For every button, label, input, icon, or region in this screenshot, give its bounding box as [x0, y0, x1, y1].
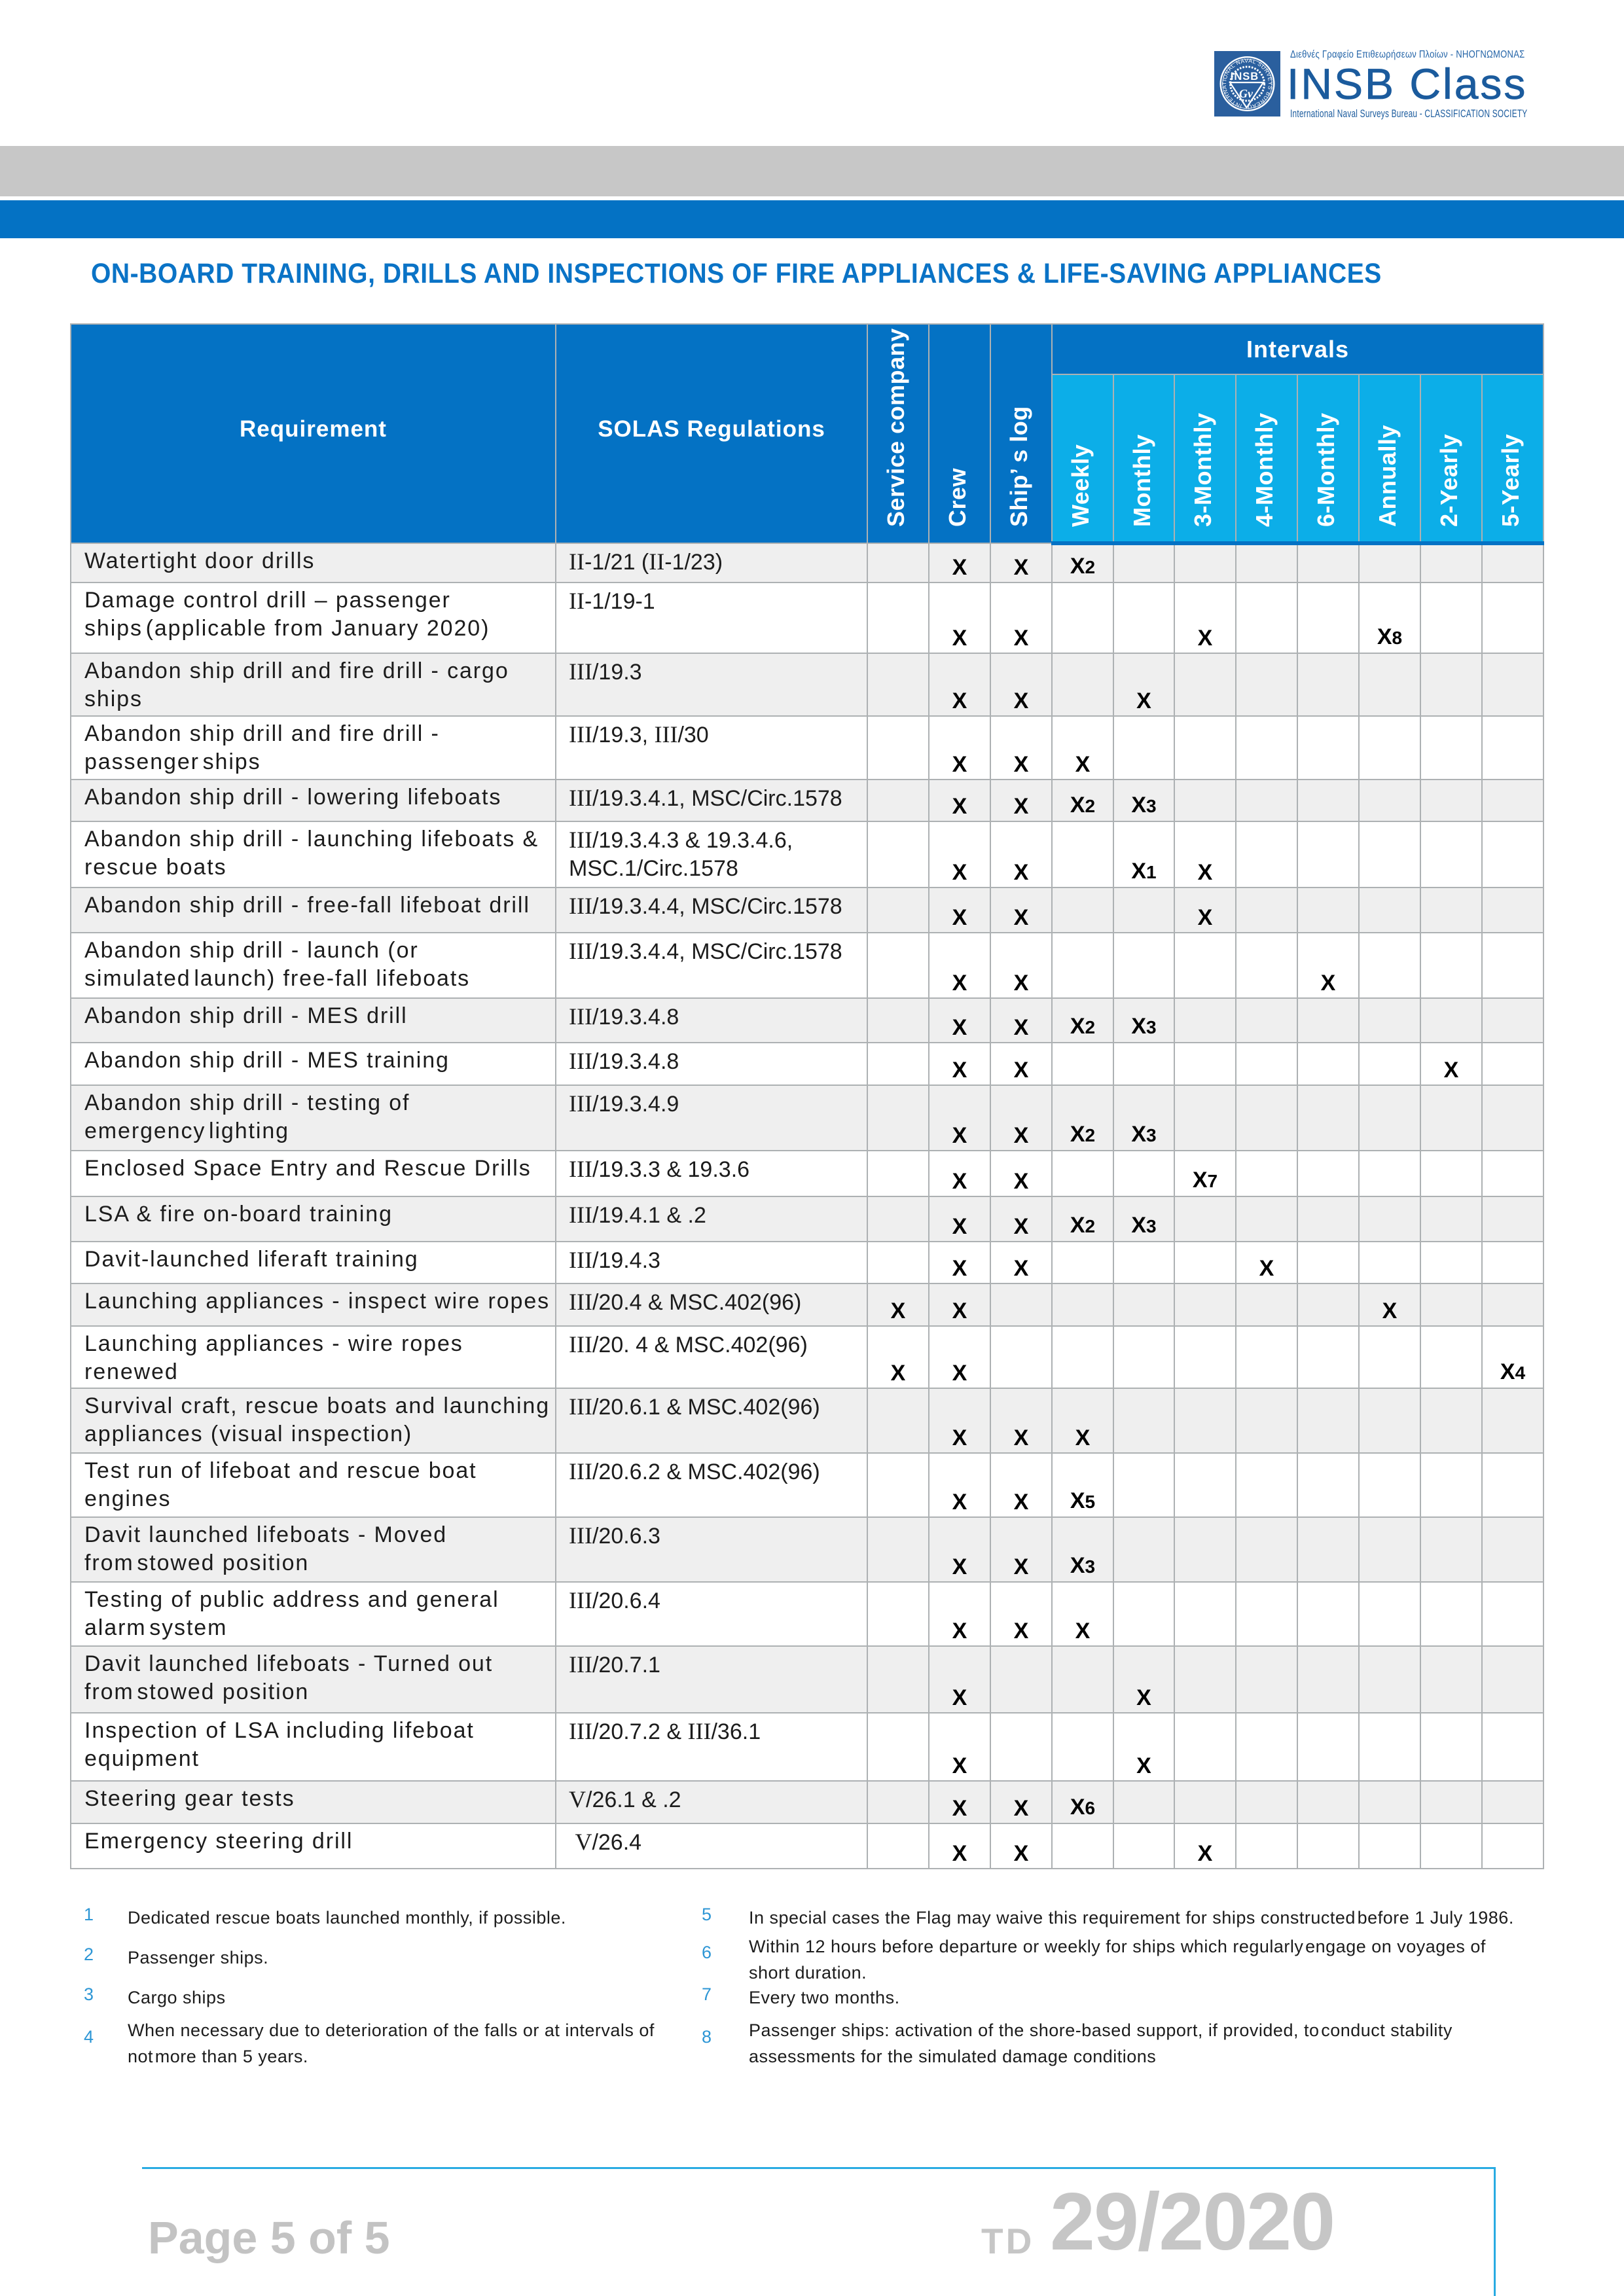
svg-text:Gν: Gν: [1239, 87, 1254, 100]
svg-text:INSB: INSB: [1231, 71, 1259, 82]
